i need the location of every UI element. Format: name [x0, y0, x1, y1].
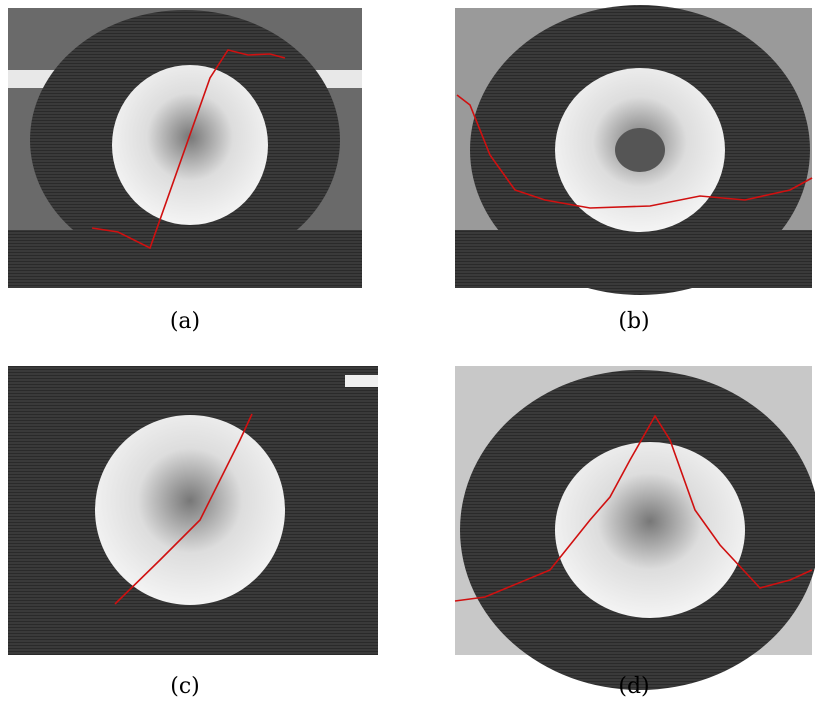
wheel	[555, 442, 745, 618]
caption: (b)	[618, 309, 649, 334]
panel-d	[455, 366, 815, 690]
caption: (a)	[170, 309, 200, 334]
wheel	[95, 415, 285, 605]
panel-c	[8, 366, 378, 655]
photo	[345, 375, 378, 387]
wheel	[112, 65, 268, 225]
caption: (d)	[618, 674, 649, 699]
panel-b	[455, 5, 812, 295]
caption: (c)	[170, 674, 200, 699]
figure: (a) (b) (c) (d)	[0, 0, 815, 702]
panel-a	[8, 8, 362, 288]
page: (a) (b) (c) (d) (() => { const data = JS…	[0, 0, 815, 702]
hub-center	[615, 128, 665, 172]
